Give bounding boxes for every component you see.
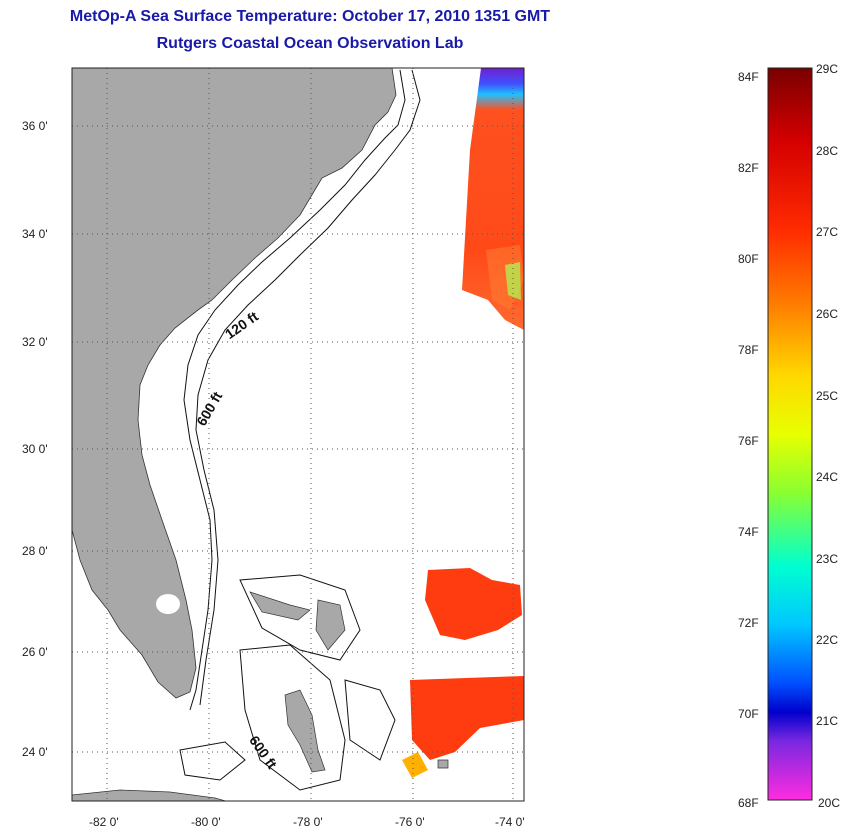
lake-okeechobee bbox=[156, 594, 180, 614]
lat-tick-label: 28 0' bbox=[22, 544, 48, 558]
lat-tick-label: 26 0' bbox=[22, 645, 48, 659]
sst-patch-small bbox=[402, 752, 428, 778]
contour-600ft bbox=[195, 69, 421, 706]
contour-120ft bbox=[183, 69, 406, 711]
colorbar-c-label: 29C bbox=[816, 62, 838, 76]
contour-bahamas-east bbox=[344, 679, 396, 761]
colorbar-f-label: 70F bbox=[738, 707, 759, 721]
lon-tick-label: -76 0' bbox=[395, 815, 425, 829]
colorbar-c-label: 25C bbox=[816, 389, 838, 403]
lon-tick-label: -78 0' bbox=[293, 815, 323, 829]
island-andros bbox=[284, 689, 326, 773]
colorbar-c-label: 21C bbox=[816, 714, 838, 728]
sst-patch-green bbox=[505, 262, 521, 300]
colorbar-c-label: 20C bbox=[818, 796, 840, 810]
colorbar-f-label: 80F bbox=[738, 252, 759, 266]
contour-cay-sal bbox=[179, 741, 246, 781]
colorbar-c-label: 22C bbox=[816, 633, 838, 647]
colorbar-f-label: 84F bbox=[738, 70, 759, 84]
lat-tick-label: 32 0' bbox=[22, 335, 48, 349]
sst-patch-mid bbox=[425, 568, 522, 640]
colorbar-c-label: 26C bbox=[816, 307, 838, 321]
contour-bahamas-central bbox=[239, 644, 346, 791]
colorbar-f-label: 74F bbox=[738, 525, 759, 539]
colorbar-c-label: 27C bbox=[816, 225, 838, 239]
lat-tick-label: 34 0' bbox=[22, 227, 48, 241]
colorbar-f-label: 76F bbox=[738, 434, 759, 448]
colorbar-f-label: 68F bbox=[738, 796, 759, 810]
sst-patch-south bbox=[410, 676, 524, 760]
island-abaco bbox=[315, 599, 346, 651]
contour-bahamas-north bbox=[239, 574, 361, 661]
lon-tick-label: -74 0' bbox=[495, 815, 525, 829]
colorbar-c-label: 24C bbox=[816, 470, 838, 484]
lat-tick-label: 36 0' bbox=[22, 119, 48, 133]
island-small bbox=[437, 759, 449, 769]
colorbar bbox=[767, 67, 813, 801]
land-cuba bbox=[72, 789, 228, 801]
lat-tick-label: 24 0' bbox=[22, 745, 48, 759]
colorbar-f-label: 78F bbox=[738, 343, 759, 357]
graticule bbox=[72, 68, 524, 801]
colorbar-f-label: 72F bbox=[738, 616, 759, 630]
map-title: MetOp-A Sea Surface Temperature: October… bbox=[69, 8, 551, 25]
colorbar-f-label: 82F bbox=[738, 161, 759, 175]
map-subtitle: Rutgers Coastal Ocean Observation Lab bbox=[156, 35, 464, 52]
lat-tick-label: 30 0' bbox=[22, 442, 48, 456]
lon-tick-label: -82 0' bbox=[89, 815, 119, 829]
lon-tick-label: -80 0' bbox=[191, 815, 221, 829]
land-us-southeast bbox=[72, 68, 397, 699]
island-grand-bahama bbox=[249, 591, 311, 621]
colorbar-c-label: 28C bbox=[816, 144, 838, 158]
map-frame bbox=[71, 67, 525, 802]
colorbar-c-label: 23C bbox=[816, 552, 838, 566]
